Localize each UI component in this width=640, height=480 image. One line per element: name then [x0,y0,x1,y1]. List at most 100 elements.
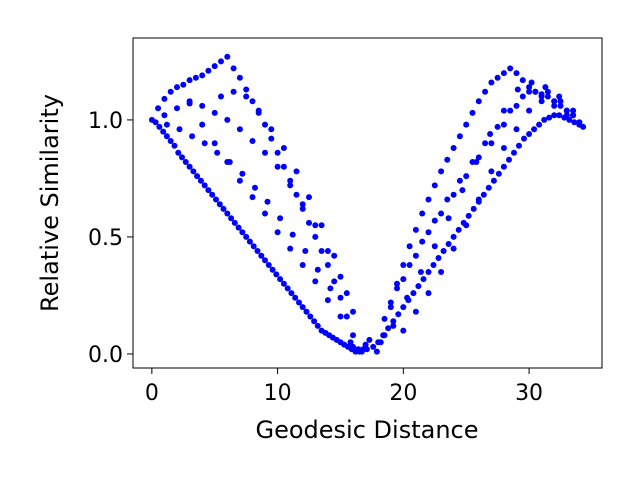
data-point [303,308,310,315]
data-point [314,322,321,329]
data-point [513,102,520,109]
data-point [435,255,442,261]
data-point [331,278,338,285]
data-point [156,123,163,130]
data-point [538,98,545,105]
data-point [249,98,256,105]
data-point [306,194,312,201]
data-point [243,233,250,240]
data-point [551,112,558,119]
data-point [182,159,189,165]
data-point [224,53,231,60]
data-point [312,222,319,229]
data-point [293,191,300,198]
x-tick-label: 10 [264,381,292,406]
data-point [544,88,551,95]
data-point [557,102,564,109]
data-point [258,252,265,259]
data-point [307,313,314,320]
data-point [400,262,407,268]
data-point [445,241,452,247]
data-point [199,102,206,109]
data-point [214,149,221,156]
data-point [236,177,243,184]
data-point [532,88,539,95]
data-point [538,93,545,100]
data-point [475,98,482,105]
data-point [269,266,276,273]
data-point [209,191,216,198]
data-point [519,93,526,100]
data-point [179,154,185,161]
data-point [324,297,331,304]
data-point [199,72,206,79]
data-point [174,84,180,91]
data-point [224,116,231,123]
data-point [536,121,543,128]
data-point [450,233,457,240]
data-point [343,313,350,320]
data-point [296,299,302,306]
data-point [189,133,196,140]
data-point [557,98,564,105]
data-point [450,191,457,198]
x-ticks-layer: 0 10 20 30 [145,368,543,406]
data-point [287,245,294,252]
data-point [289,231,296,238]
data-point [511,149,517,156]
data-point [526,84,533,91]
data-point [507,65,514,72]
data-point [194,173,201,180]
data-point [280,163,287,170]
data-point [463,173,470,180]
data-point [521,135,527,142]
data-point [528,79,535,86]
data-point [337,294,344,301]
data-point [299,201,306,208]
data-point [500,163,507,170]
data-point [249,138,256,144]
data-point [358,348,365,355]
data-point [381,315,388,322]
data-point [299,262,306,268]
data-point [280,145,287,151]
data-point [473,159,480,165]
data-point [487,131,494,137]
x-tick-label: 0 [145,381,159,406]
data-point [444,196,451,203]
data-point [211,63,218,70]
data-point [563,112,570,119]
data-point [566,116,573,123]
data-point [470,205,477,212]
data-point [213,196,219,203]
data-point [519,77,526,84]
data-point [526,107,533,114]
data-point [513,126,520,133]
data-point [370,343,377,350]
data-point [400,304,407,311]
data-point [228,215,235,222]
data-point [430,262,437,268]
data-point [390,318,397,325]
data-point [155,105,162,112]
data-point [387,304,394,311]
data-point [163,121,170,128]
data-point [506,156,512,163]
y-tick-label: 0.0 [88,343,123,368]
data-point [482,140,489,147]
data-point [542,84,549,91]
data-point [246,238,253,245]
data-point [500,145,507,151]
data-point [287,177,294,184]
data-point [485,184,492,191]
data-point [293,168,300,175]
data-point [412,308,419,315]
x-axis-label: Geodesic Distance [256,416,479,444]
data-point [274,149,281,156]
data-point [220,205,227,212]
data-point [362,341,369,348]
data-point [417,269,424,275]
data-point [425,196,432,203]
data-point [500,70,507,77]
